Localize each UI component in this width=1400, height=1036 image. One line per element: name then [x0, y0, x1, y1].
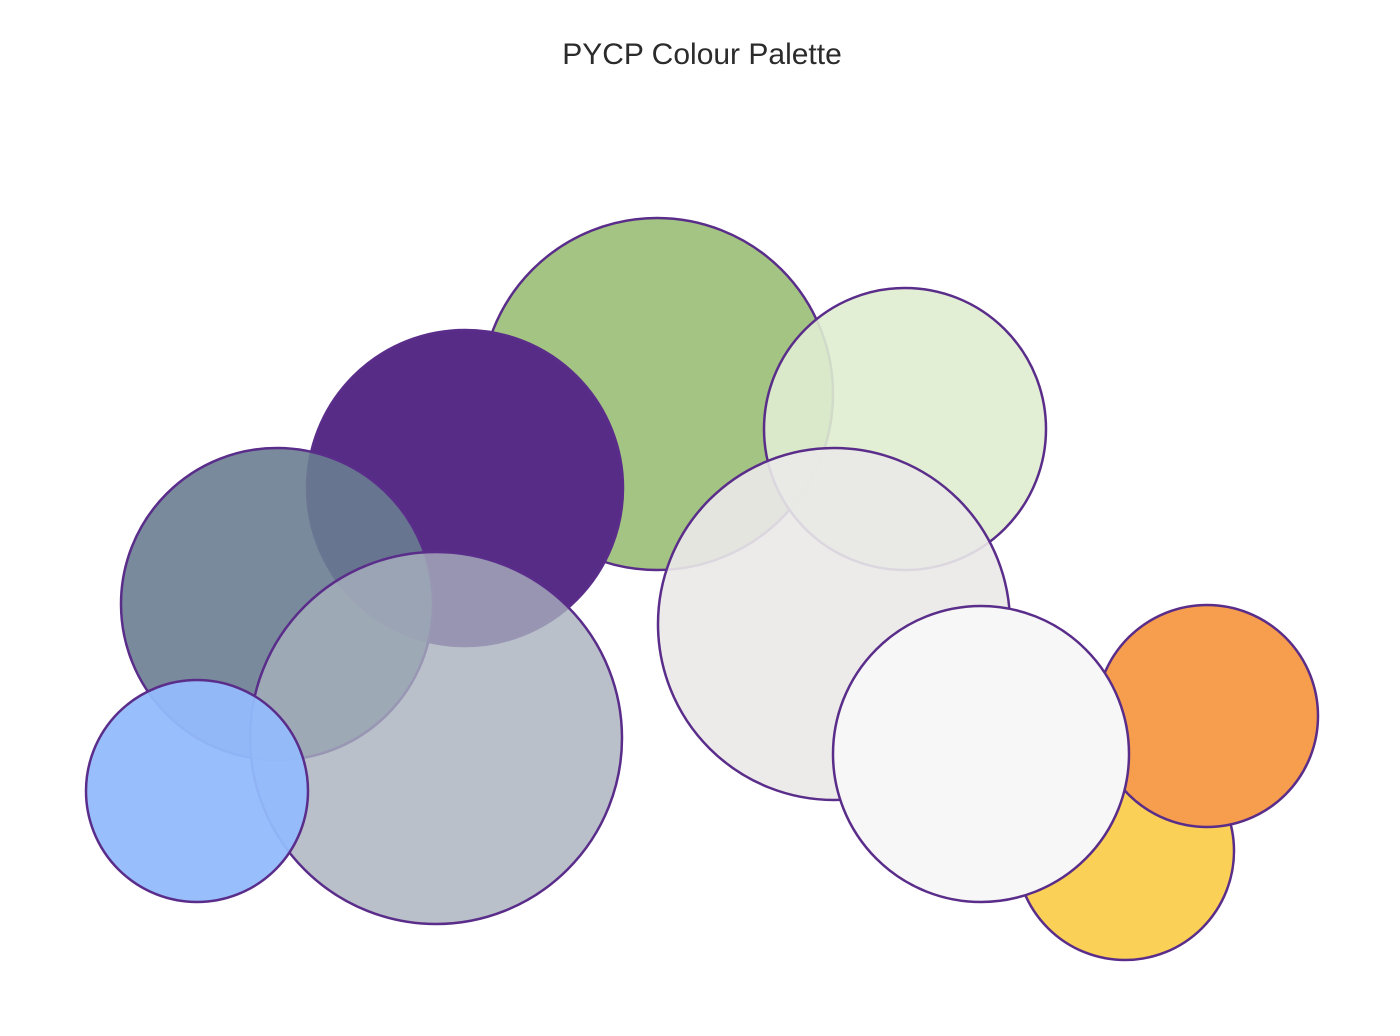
chart-title: PYCP Colour Palette	[562, 38, 842, 71]
bubbles-group	[84, 216, 1320, 962]
bubble-7	[1094, 603, 1320, 829]
bubble-9	[248, 550, 624, 926]
bubble-10	[84, 678, 310, 904]
bubble-8	[831, 604, 1131, 904]
